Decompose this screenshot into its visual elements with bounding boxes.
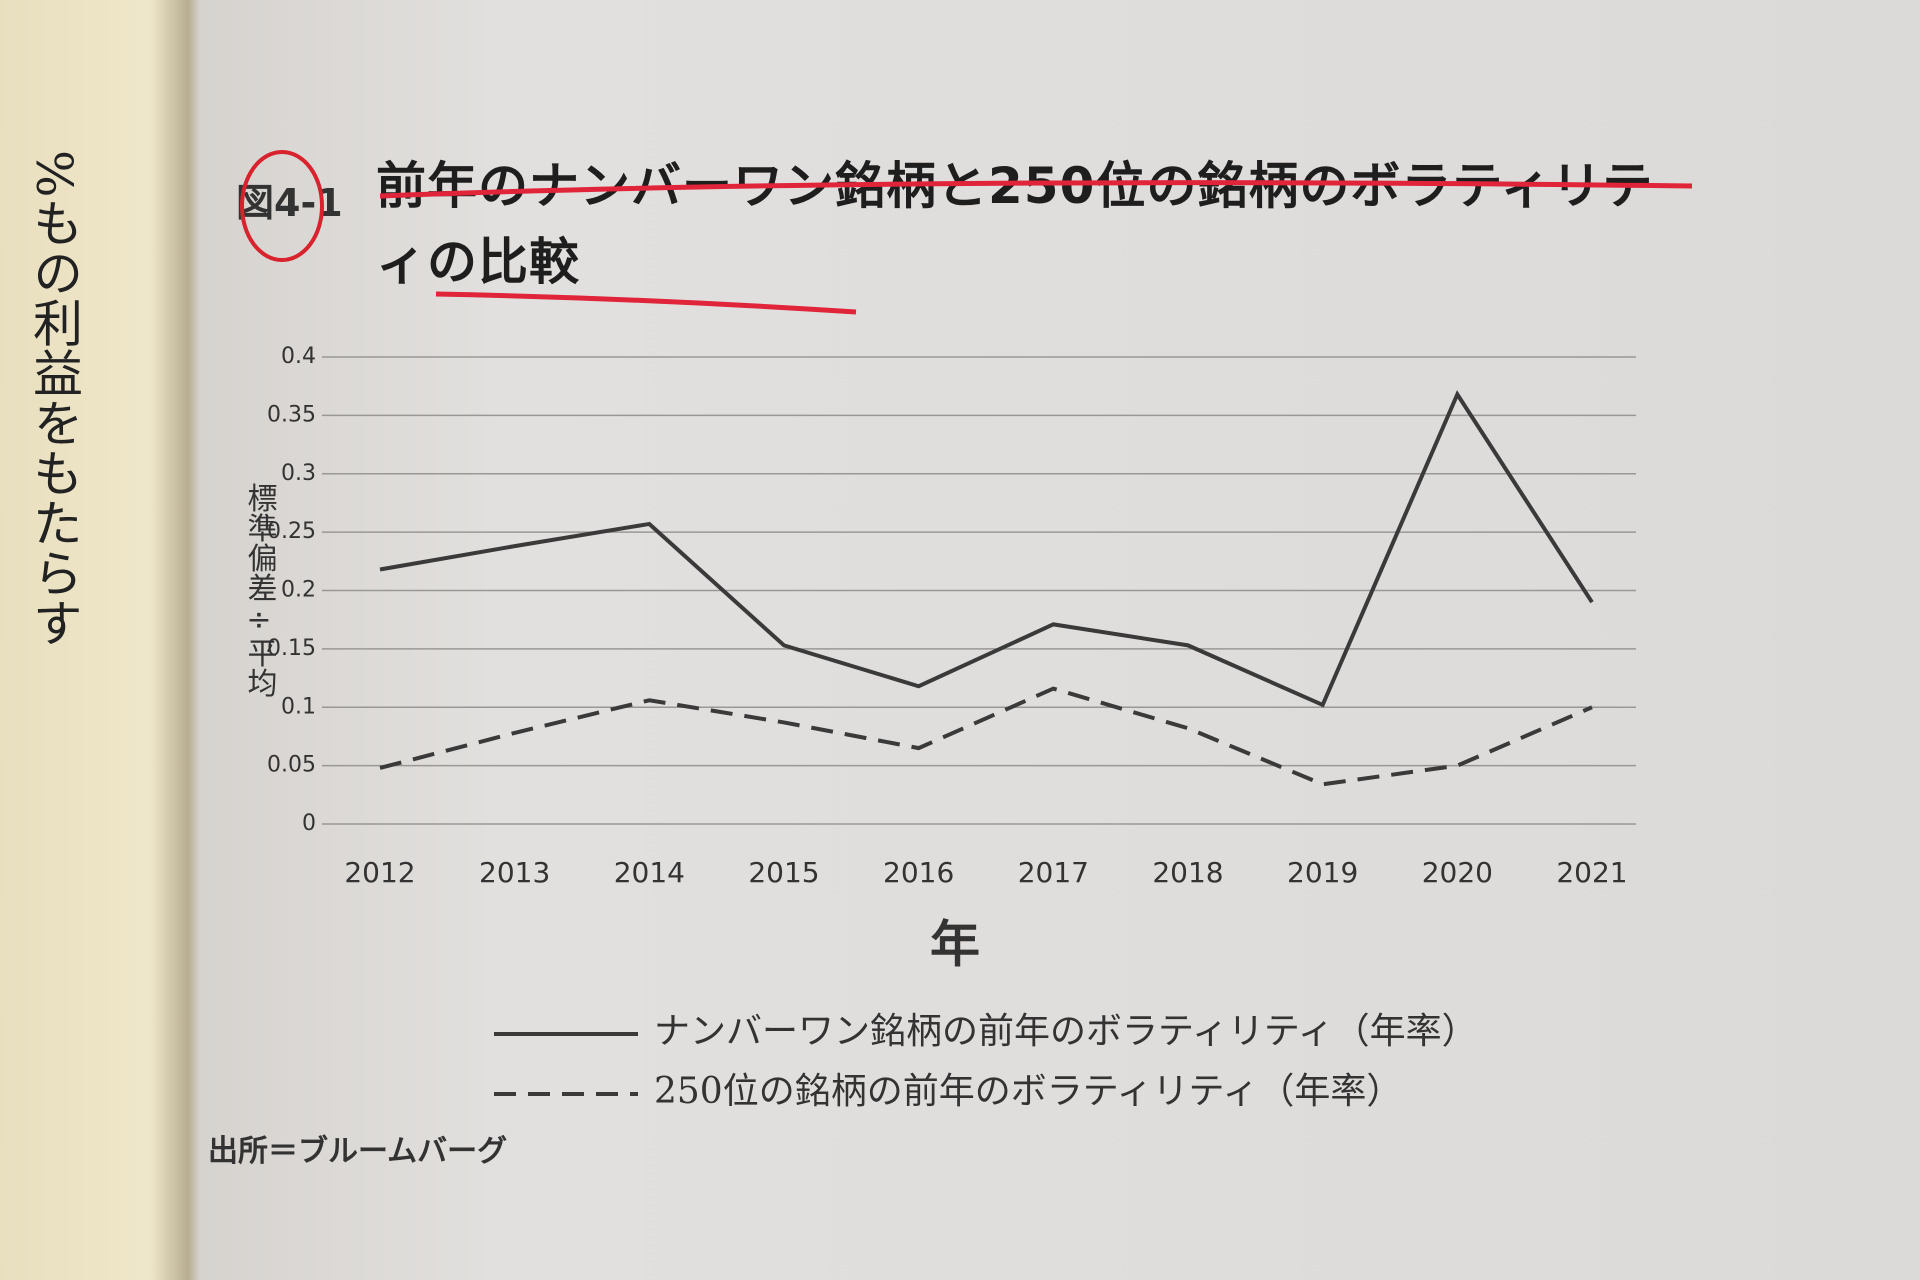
- legend-label: 250位の銘柄の前年のボラティリティ（年率）: [654, 1071, 1402, 1112]
- y-tick-label: 0.2: [281, 578, 316, 603]
- x-tick-label: 2012: [344, 856, 415, 889]
- x-tick-label: 2016: [883, 856, 954, 889]
- red-underline: [379, 180, 1693, 199]
- data-line: [379, 390, 1594, 708]
- red-underline: [435, 291, 857, 315]
- y-tick-label: 0.3: [281, 461, 316, 486]
- x-axis-label: 年: [930, 916, 980, 974]
- x-tick-label: 2021: [1556, 856, 1627, 889]
- x-tick-label: 2018: [1152, 856, 1223, 889]
- y-tick-label: 0.4: [281, 344, 316, 369]
- y-tick-label: 0.05: [267, 753, 316, 778]
- y-axis-label: 標準偏差÷平均: [242, 483, 278, 698]
- legend-label: ナンバーワン銘柄の前年のボラティリティ（年率）: [654, 1011, 1478, 1052]
- red-circle: [240, 150, 324, 262]
- x-tick-label: 2020: [1422, 856, 1493, 889]
- x-tick-label: 2017: [1018, 856, 1089, 889]
- x-tick-label: 2013: [479, 856, 550, 889]
- data-line: [379, 686, 1593, 787]
- y-tick-label: 0.1: [281, 694, 316, 719]
- x-tick-label: 2014: [614, 856, 685, 889]
- y-tick-label: 0.35: [267, 402, 316, 427]
- y-tick-label: 0: [302, 811, 316, 836]
- figure-label: 図4-1: [236, 181, 343, 225]
- x-tick-label: 2019: [1287, 856, 1358, 889]
- y-tick-label: 0.25: [267, 519, 316, 544]
- source-note: 出所＝ブルームバーグ: [208, 1134, 508, 1169]
- left-page-text: %もの利益をもたらす: [25, 150, 83, 648]
- y-tick-label: 0.15: [267, 636, 316, 661]
- x-tick-label: 2015: [748, 856, 819, 889]
